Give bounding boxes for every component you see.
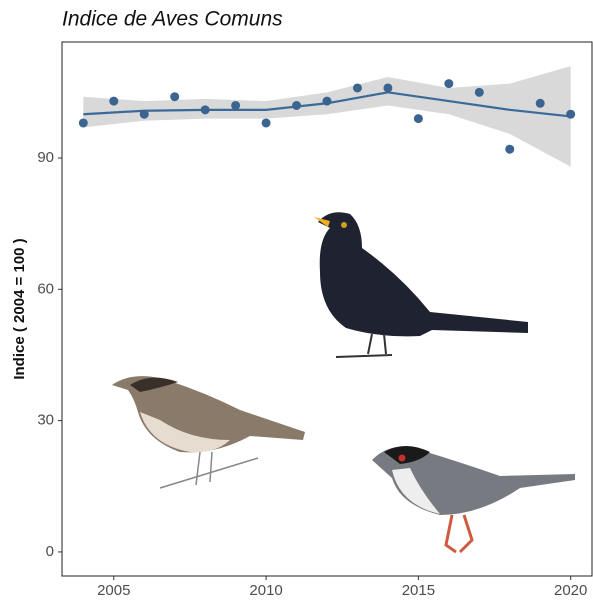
chart: Indice de Aves Comuns Indice ( 2004 = 10… (0, 0, 593, 601)
data-point (262, 118, 271, 127)
x-tick-label: 2020 (554, 582, 587, 599)
data-point (231, 101, 240, 110)
blackbird-illustration (314, 212, 528, 357)
chart-title: Indice de Aves Comuns (62, 8, 283, 31)
data-point (79, 118, 88, 127)
data-point (475, 88, 484, 97)
y-tick-label: 30 (37, 412, 54, 429)
data-point (201, 105, 210, 114)
data-point (566, 110, 575, 119)
plot-area: 0 30 60 90 2005 2010 2015 2020 (37, 66, 587, 599)
data-point (109, 97, 118, 106)
data-point (383, 83, 392, 92)
data-point (444, 79, 453, 88)
data-point (536, 99, 545, 108)
y-axis-label: Indice ( 2004 = 100 ) (11, 238, 28, 379)
blackcap-illustration (112, 376, 305, 488)
data-point (323, 97, 332, 106)
confidence-band (83, 66, 570, 167)
x-tick-label: 2015 (402, 582, 435, 599)
data-point (353, 83, 362, 92)
data-point (292, 101, 301, 110)
data-point (170, 92, 179, 101)
y-tick-label: 60 (37, 280, 54, 297)
data-point (414, 114, 423, 123)
sardinian-warbler-illustration (372, 446, 575, 552)
data-point (505, 145, 514, 154)
y-tick-label: 90 (37, 149, 54, 166)
page: Indice de Aves Comuns Indice ( 2004 = 10… (0, 0, 593, 601)
data-point (140, 110, 149, 119)
x-tick-label: 2010 (249, 582, 282, 599)
y-tick-label: 0 (46, 543, 54, 560)
x-tick-label: 2005 (97, 582, 130, 599)
